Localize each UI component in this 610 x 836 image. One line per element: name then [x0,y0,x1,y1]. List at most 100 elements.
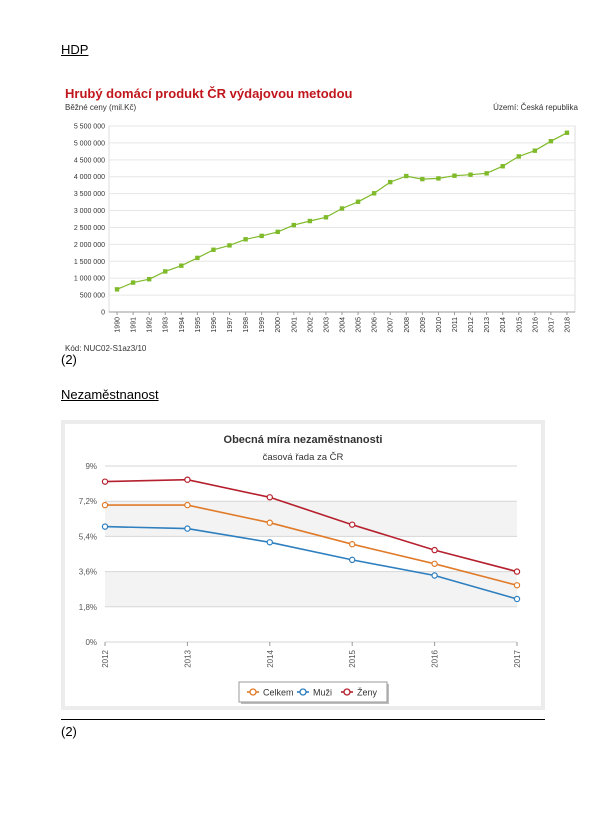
gdp-data-point [371,191,377,196]
unemployment-x-tick-label: 2017 [513,649,522,667]
gdp-data-point [227,243,232,248]
unemployment-data-point [101,478,109,485]
gdp-data-point [355,199,361,204]
unemployment-chart-subtitle: časová řada za ČR [263,452,344,463]
legend-label: Celkem [263,688,294,698]
unemployment-chart-title: Obecná míra nezaměstnanosti [224,434,383,446]
gdp-y-tick-label: 5 500 000 [74,124,105,131]
gdp-x-tick-label: 2014 [500,317,507,333]
unemployment-data-point [349,556,356,564]
gdp-x-tick-label: 2000 [275,317,282,333]
unemployment-series-line-ženy [104,478,518,573]
gdp-x-tick-label: 2007 [388,317,395,333]
gdp-x-tick-label: 1997 [227,317,234,333]
gdp-data-point [323,215,329,220]
gdp-x-tick-label: 2005 [356,317,363,333]
gdp-y-tick-label: 4 000 000 [74,174,105,181]
gdp-x-tick-label: 1993 [163,317,170,333]
unemployment-data-point [184,501,191,509]
gdp-data-point [388,179,393,185]
gdp-chart-title: Hrubý domácí produkt ČR výdajovou metodo… [65,86,353,101]
gdp-x-tick-label: 2018 [564,317,571,333]
gdp-x-tick-label: 2012 [468,317,475,333]
unemployment-y-tick-label: 7,2% [79,497,97,506]
gdp-reference: (2) [61,352,77,367]
gdp-x-tick-label: 1998 [243,317,250,333]
legend-marker-swatch [343,688,351,696]
gdp-x-tick-label: 2011 [452,317,459,332]
gdp-x-tick-label: 2017 [548,317,555,333]
gdp-x-tick-label: 2016 [532,317,539,333]
gdp-y-tick-label: 2 000 000 [74,242,105,249]
gdp-y-tick-label: 1 500 000 [74,259,105,266]
gdp-x-tick-label: 1991 [131,317,138,333]
gdp-x-tick-label: 2009 [420,317,427,333]
gdp-data-point [291,222,296,228]
gdp-data-point [484,171,489,176]
gdp-x-tick-label: 1990 [115,317,122,333]
gdp-data-point [211,247,216,252]
gdp-x-tick-label: 1995 [195,317,202,333]
unemployment-series-line-muži [104,525,518,600]
gdp-plot-area [108,125,576,313]
unemployment-data-point [266,539,273,546]
gdp-x-tick-label: 1992 [147,317,154,333]
gdp-data-point [259,233,264,239]
unemployment-data-point [101,501,109,509]
gdp-data-point [179,263,184,268]
gdp-y-tick-label: 3 000 000 [74,208,105,215]
gdp-x-tick-label: 2015 [516,317,523,333]
gdp-data-point [195,255,200,261]
gdp-data-point [275,229,280,235]
legend-label: Muži [313,688,332,698]
unemployment-series-line-celkem [105,504,518,587]
gdp-data-point [420,176,425,182]
gdp-data-point [114,287,120,292]
unemployment-x-tick-label: 2013 [183,649,192,667]
unemployment-y-tick-label: 5,4% [79,532,97,541]
legend-marker-swatch [249,688,257,696]
unemployment-x-tick-label: 2014 [266,649,275,667]
gdp-x-tick-label: 2004 [340,317,347,333]
divider [61,719,545,720]
unemployment-band [105,501,517,537]
unemployment-data-point [101,523,109,530]
unemployment-data-point [349,541,356,548]
unemployment-data-point [431,546,438,554]
gdp-y-tick-label: 2 500 000 [74,225,105,232]
gdp-x-tick-label: 2006 [372,317,379,333]
unemployment-data-point [184,476,191,483]
gdp-data-point [500,164,505,169]
gdp-chart-territory: Území: Česká republika [493,103,578,112]
unemployment-data-point [266,519,273,526]
gdp-x-tick-label: 1994 [179,317,186,333]
unemployment-x-tick-label: 2016 [431,649,440,667]
gdp-data-point [339,206,345,211]
gdp-data-point [436,176,441,181]
unemployment-data-point [431,560,438,567]
gdp-chart-code: Kód: NUC02-S1az3/10 [65,344,147,353]
unemployment-legend [238,681,388,703]
gdp-x-tick-label: 1996 [211,317,218,333]
gdp-x-tick-label: 2002 [307,317,314,333]
gdp-y-tick-label: 5 000 000 [74,140,105,147]
unemployment-y-tick-label: 0% [85,638,97,647]
unemployment-data-point [184,525,191,532]
unemployment-reference: (2) [61,724,77,739]
unemployment-chart-plot: Obecná míra nezaměstnanosti časová řada z… [79,434,522,704]
legend-marker-swatch [299,688,307,696]
unemployment-x-tick-label: 2012 [101,649,110,667]
gdp-x-tick-label: 2003 [323,317,330,333]
gdp-data-point [404,173,409,179]
gdp-data-point [130,280,136,285]
gdp-data-point [548,139,554,144]
unemployment-y-tick-label: 3,6% [79,568,97,577]
unemployment-data-point [513,595,521,603]
gdp-data-point [532,148,538,153]
gdp-x-tick-label: 2001 [291,317,298,333]
gdp-data-point [307,218,313,224]
gdp-y-tick-label: 500 000 [80,293,105,300]
gdp-y-tick-label: 3 500 000 [74,191,105,198]
unemployment-data-point [513,582,521,589]
gdp-y-tick-label: 4 500 000 [74,157,105,164]
